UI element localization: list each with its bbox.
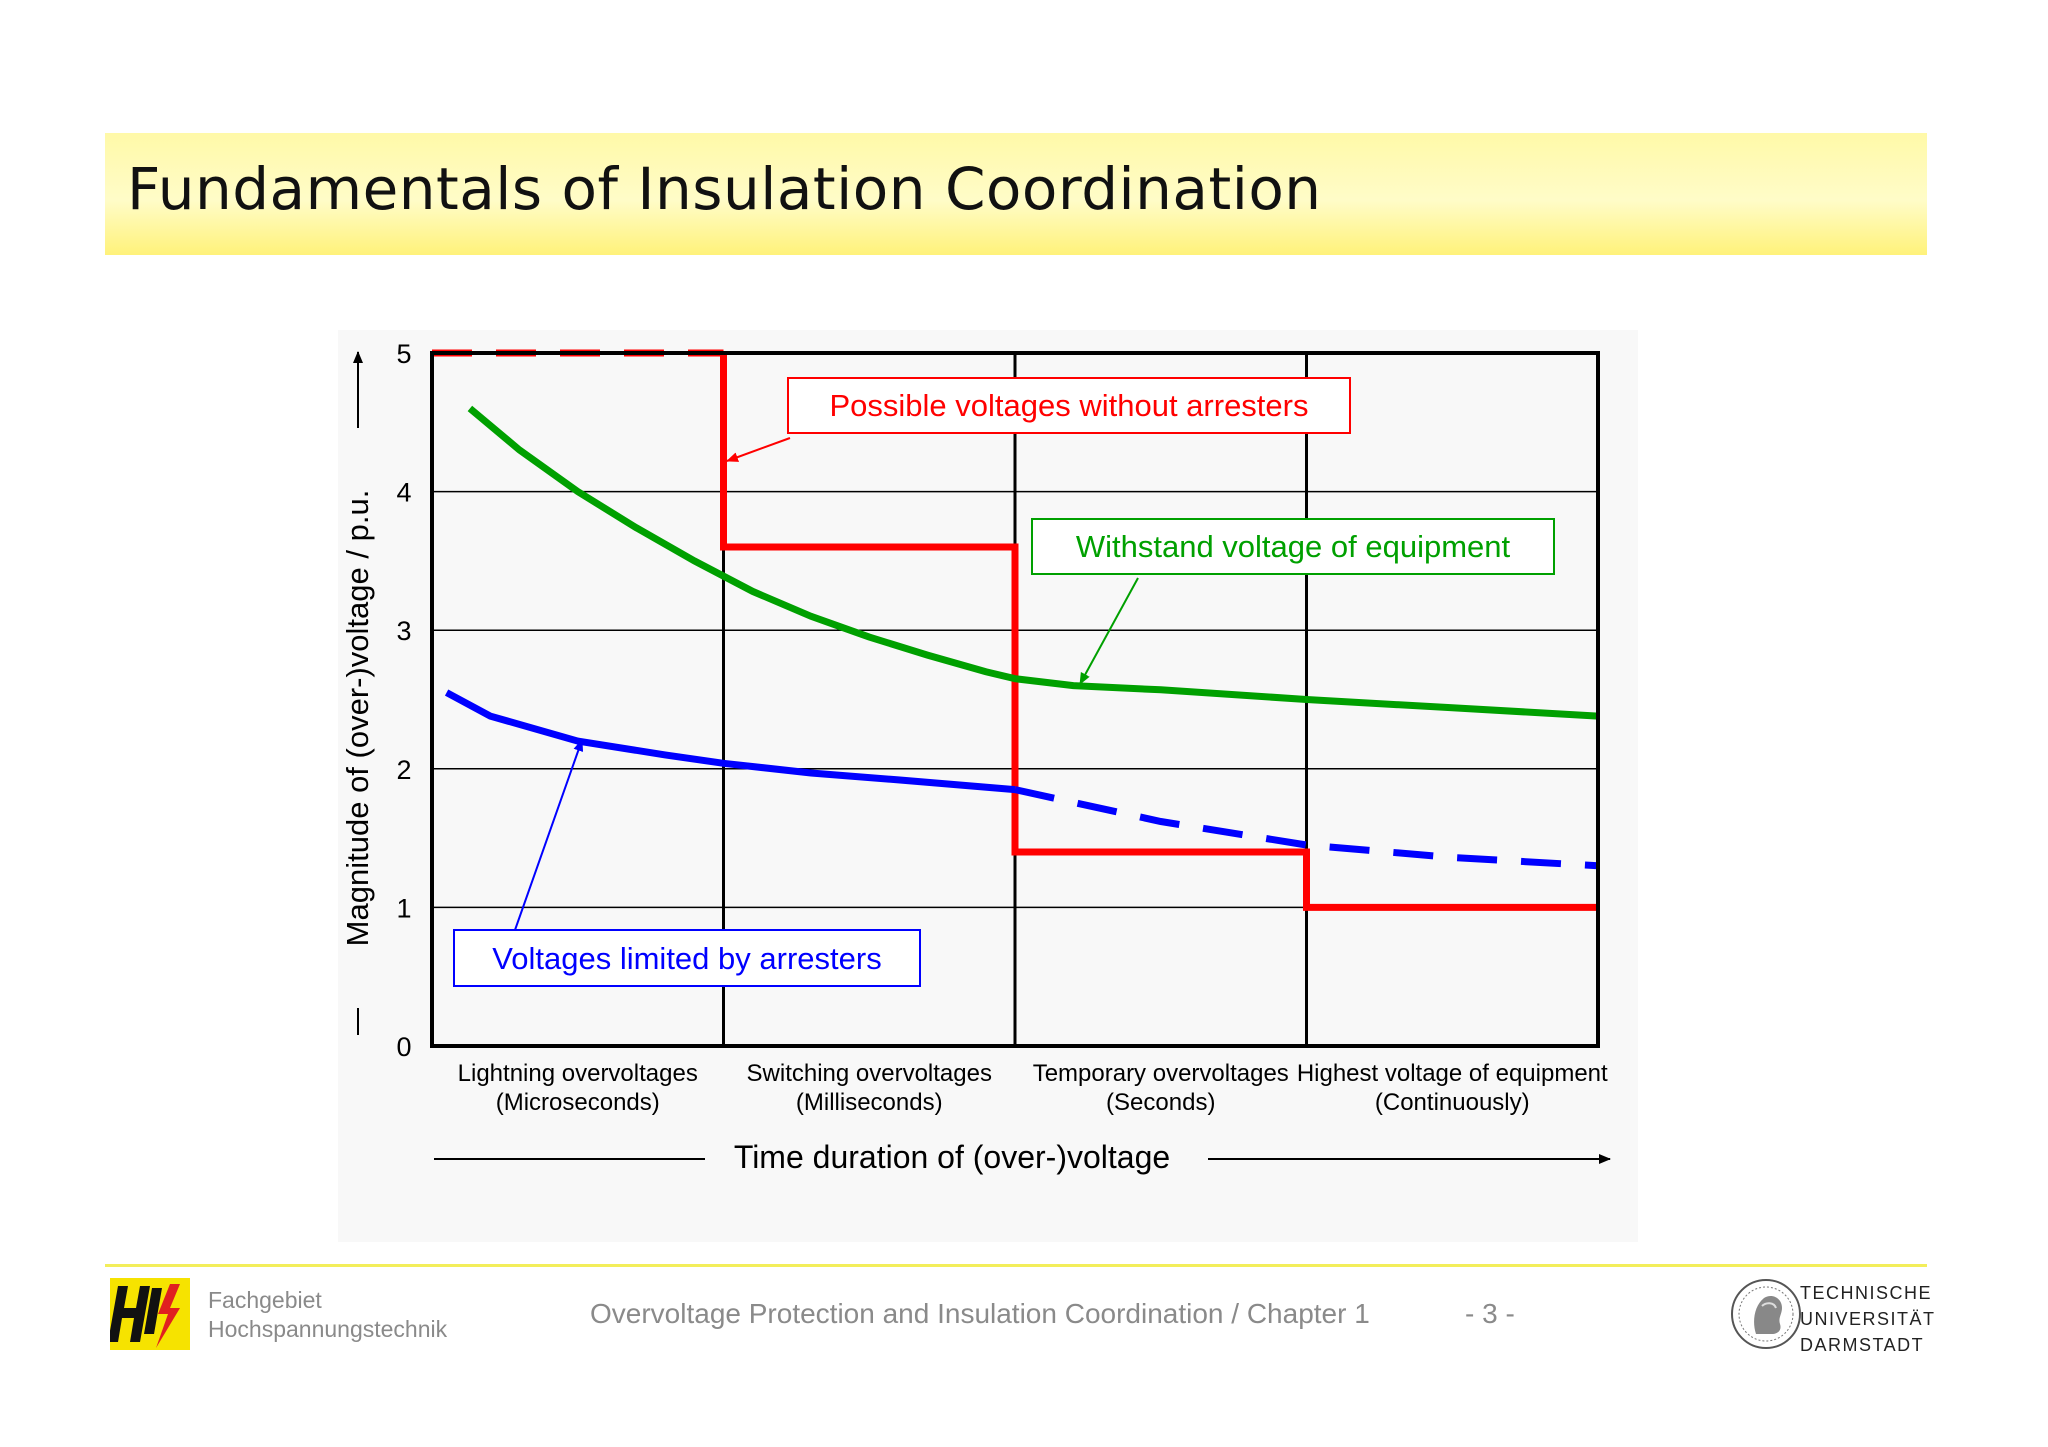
university-name: TECHNISCHE UNIVERSITÄT DARMSTADT <box>1800 1280 1936 1358</box>
category-label-line2: (Microseconds) <box>496 1089 660 1116</box>
category-label-line1: Highest voltage of equipment <box>1297 1060 1608 1087</box>
annotation-red-label: Possible voltages without arresters <box>829 388 1308 423</box>
footer-page-number: - 3 - <box>1465 1298 1515 1329</box>
series-2-dashed-line <box>1014 786 1599 870</box>
footer-department-line2: Hochspannungstechnik <box>208 1316 448 1342</box>
category-label-line1: Switching overvoltages <box>747 1060 992 1087</box>
university-name-line3: DARMSTADT <box>1800 1335 1925 1355</box>
plot-frame <box>430 351 1600 1048</box>
footer-department-line1: Fachgebiet <box>208 1287 322 1313</box>
series-2-solid-line <box>444 689 1016 794</box>
y-tick-label: 3 <box>396 616 411 646</box>
hv-department-logo <box>110 1278 190 1350</box>
category-label-line2: (Continuously) <box>1375 1089 1530 1116</box>
university-name-line1: TECHNISCHE <box>1800 1283 1933 1303</box>
series-1-solid-line <box>467 405 1599 720</box>
footer-department: Fachgebiet Hochspannungstechnik <box>208 1286 447 1344</box>
annotation-red-pointer <box>726 437 791 462</box>
category-label-line1: Temporary overvoltages <box>1033 1060 1289 1087</box>
footer-rule <box>105 1264 1927 1267</box>
category-label-line2: (Milliseconds) <box>796 1089 943 1116</box>
annotation-green-pointer <box>1079 577 1139 685</box>
annotation-green-label: Withstand voltage of equipment <box>1076 529 1511 564</box>
category-label-line1: Lightning overvoltages <box>458 1060 698 1087</box>
annotation-blue-label: Voltages limited by arresters <box>492 941 881 976</box>
annotation-green-box <box>1031 518 1555 575</box>
axis-layer: 0 1 2 3 4 5 Lightning overvoltages(Microsecond… <box>396 339 1608 1116</box>
y-tick-label: 1 <box>396 893 411 923</box>
footer-course-title: Overvoltage Protection and Insulation Co… <box>590 1298 1370 1329</box>
y-tick-label: 4 <box>396 478 411 508</box>
annotation-blue-box <box>453 929 921 987</box>
page-title: Fundamentals of Insulation Coordination <box>127 155 1322 223</box>
category-label-line2: (Seconds) <box>1106 1089 1215 1116</box>
y-tick-label: 2 <box>396 755 411 785</box>
tu-darmstadt-seal <box>1731 1279 1801 1349</box>
university-name-line2: UNIVERSITÄT <box>1800 1309 1936 1329</box>
y-tick-label: 5 <box>396 339 411 369</box>
annotation-red-box <box>787 377 1351 434</box>
title-band: Fundamentals of Insulation Coordination <box>105 133 1927 255</box>
y-tick-label: 0 <box>396 1032 411 1062</box>
annotation-blue-pointer <box>514 739 584 931</box>
x-axis-label: Time duration of (over-)voltage <box>734 1139 1170 1175</box>
series-0-solid-line <box>720 353 1598 911</box>
y-axis-label: Magnitude of (over-)voltage / p.u. <box>340 490 375 947</box>
